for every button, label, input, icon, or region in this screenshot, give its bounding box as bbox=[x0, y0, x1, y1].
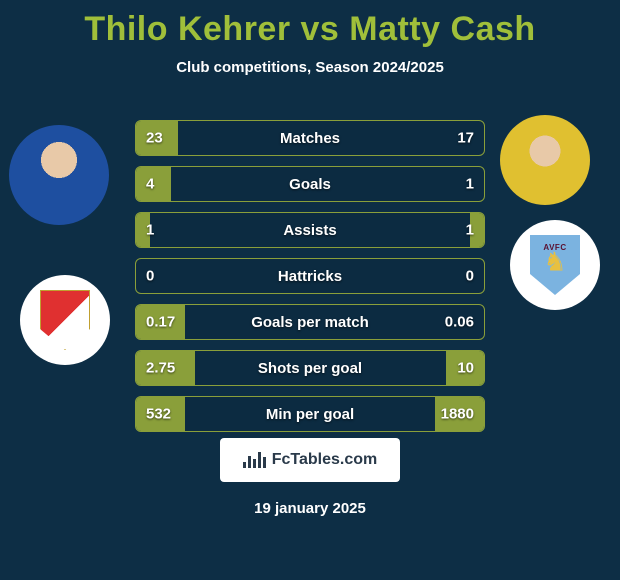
stat-value-left: 532 bbox=[146, 406, 171, 423]
stat-label: Goals bbox=[289, 176, 331, 193]
club-right-badge: AVFC ♞ bbox=[510, 220, 600, 310]
stat-row: 4 Goals 1 bbox=[135, 166, 485, 202]
monaco-crest-icon bbox=[40, 290, 90, 350]
subtitle: Club competitions, Season 2024/2025 bbox=[0, 59, 620, 76]
stat-value-right: 1 bbox=[466, 222, 474, 239]
stat-value-right: 1880 bbox=[441, 406, 474, 423]
brand-text: FcTables.com bbox=[272, 451, 378, 469]
stat-row: 532 Min per goal 1880 bbox=[135, 396, 485, 432]
stat-label: Min per goal bbox=[266, 406, 354, 423]
lion-icon: ♞ bbox=[543, 247, 566, 278]
date-text: 19 january 2025 bbox=[0, 500, 620, 517]
stat-value-left: 0.17 bbox=[146, 314, 175, 331]
brand-badge: FcTables.com bbox=[220, 438, 400, 482]
stat-row: 2.75 Shots per goal 10 bbox=[135, 350, 485, 386]
stat-value-right: 1 bbox=[466, 176, 474, 193]
stat-value-left: 23 bbox=[146, 130, 163, 147]
stat-label: Shots per goal bbox=[258, 360, 362, 377]
player-right-avatar bbox=[500, 115, 590, 205]
stat-value-left: 0 bbox=[146, 268, 154, 285]
page-title: Thilo Kehrer vs Matty Cash bbox=[0, 0, 620, 49]
stat-value-left: 4 bbox=[146, 176, 154, 193]
stat-row: 1 Assists 1 bbox=[135, 212, 485, 248]
comparison-card: Thilo Kehrer vs Matty Cash Club competit… bbox=[0, 0, 620, 580]
stat-value-left: 2.75 bbox=[146, 360, 175, 377]
stat-value-left: 1 bbox=[146, 222, 154, 239]
club-left-badge bbox=[20, 275, 110, 365]
stat-value-right: 17 bbox=[457, 130, 474, 147]
player-left-avatar bbox=[9, 125, 109, 225]
stat-label: Assists bbox=[283, 222, 336, 239]
avfc-crest-icon: AVFC ♞ bbox=[530, 235, 580, 295]
stat-value-right: 0 bbox=[466, 268, 474, 285]
stat-row: 23 Matches 17 bbox=[135, 120, 485, 156]
stat-row: 0.17 Goals per match 0.06 bbox=[135, 304, 485, 340]
stat-value-right: 0.06 bbox=[445, 314, 474, 331]
stat-label: Matches bbox=[280, 130, 340, 147]
stat-row: 0 Hattricks 0 bbox=[135, 258, 485, 294]
stat-label: Goals per match bbox=[251, 314, 369, 331]
stats-list: 23Matches174Goals11Assists10Hattricks00.… bbox=[135, 120, 485, 442]
stat-label: Hattricks bbox=[278, 268, 342, 285]
stat-value-right: 10 bbox=[457, 360, 474, 377]
bars-icon bbox=[243, 452, 266, 468]
